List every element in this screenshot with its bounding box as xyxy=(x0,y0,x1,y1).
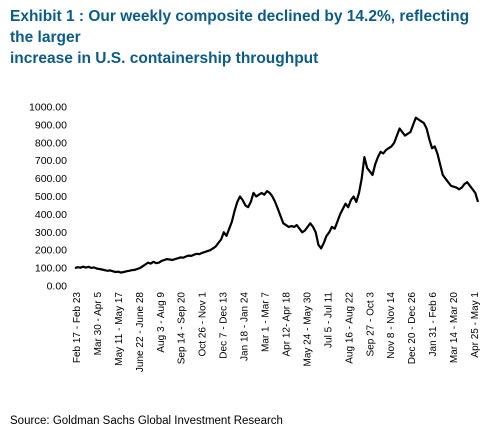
series-line xyxy=(74,116,480,274)
y-tick-label: 200.00 xyxy=(35,245,67,257)
x-tick-label: Dec 7 - Dec 13 xyxy=(219,292,230,359)
x-tick-label: Dec 20 - Dec 26 xyxy=(407,292,418,365)
x-tick-label: Mar 1 - Mar 7 xyxy=(261,292,272,352)
title-line-2: increase in U.S. containership throughpu… xyxy=(10,50,319,67)
x-tick-label: Oct 26 - Nov 1 xyxy=(198,292,209,357)
x-tick-label: May 24 - May 30 xyxy=(302,292,313,367)
x-tick-label: Mar 14 - Mar 20 xyxy=(449,292,460,364)
line-chart: 0.00 100.00 200.00 300.00 400.00 500.00 600.00… xyxy=(29,102,481,373)
x-tick-label: Aug 3 - Aug 9 xyxy=(156,292,167,353)
source-note: Source: Goldman Sachs Global Investment … xyxy=(10,415,283,427)
x-tick-label: May 11 - May 17 xyxy=(114,292,125,366)
y-tick-label: 300.00 xyxy=(35,227,67,239)
x-tick-label: Apr 25 - May 1 xyxy=(470,292,481,358)
y-tick-label: 400.00 xyxy=(35,209,67,221)
x-tick-label: Jul 5 - Jul 11 xyxy=(323,292,334,348)
x-tick-label: Aug 16 - Aug 22 xyxy=(344,292,355,364)
y-tick-label: 800.00 xyxy=(35,137,67,149)
y-tick-label: 600.00 xyxy=(35,173,67,185)
y-axis: 0.00 100.00 200.00 300.00 400.00 500.00 600.00… xyxy=(29,102,67,293)
x-tick-label: Sep 27 - Oct 3 xyxy=(365,292,376,357)
title-line-1: Exhibit 1 : Our weekly composite decline… xyxy=(10,8,470,46)
x-tick-label: Mar 30 - Apr 5 xyxy=(93,292,104,356)
x-tick-label: Jan 31 - Feb 6 xyxy=(428,292,439,357)
plot-area xyxy=(74,116,480,274)
x-tick-label: Sep 14 - Sep 20 xyxy=(177,292,188,365)
y-tick-label: 100.00 xyxy=(35,263,67,275)
x-tick-label: June 22 - June 28 xyxy=(135,292,146,372)
y-tick-label: 0.00 xyxy=(47,281,68,293)
y-tick-label: 500.00 xyxy=(35,191,67,203)
y-tick-label: 700.00 xyxy=(35,155,67,167)
x-tick-label: Nov 8 - Nov 14 xyxy=(386,292,397,359)
chart-title: Exhibit 1 : Our weekly composite decline… xyxy=(10,6,490,69)
x-axis: Feb 17 - Feb 23 Mar 30 - Apr 5 May 11 - Ma… xyxy=(72,292,481,373)
x-tick-label: Feb 17 - Feb 23 xyxy=(72,292,83,364)
x-tick-label: Jan 18 - Jan 24 xyxy=(240,292,251,361)
y-tick-label: 1000.00 xyxy=(29,102,67,114)
x-tick-label: Apr 12- Apr 18 xyxy=(282,292,293,357)
y-tick-label: 900.00 xyxy=(35,119,67,131)
